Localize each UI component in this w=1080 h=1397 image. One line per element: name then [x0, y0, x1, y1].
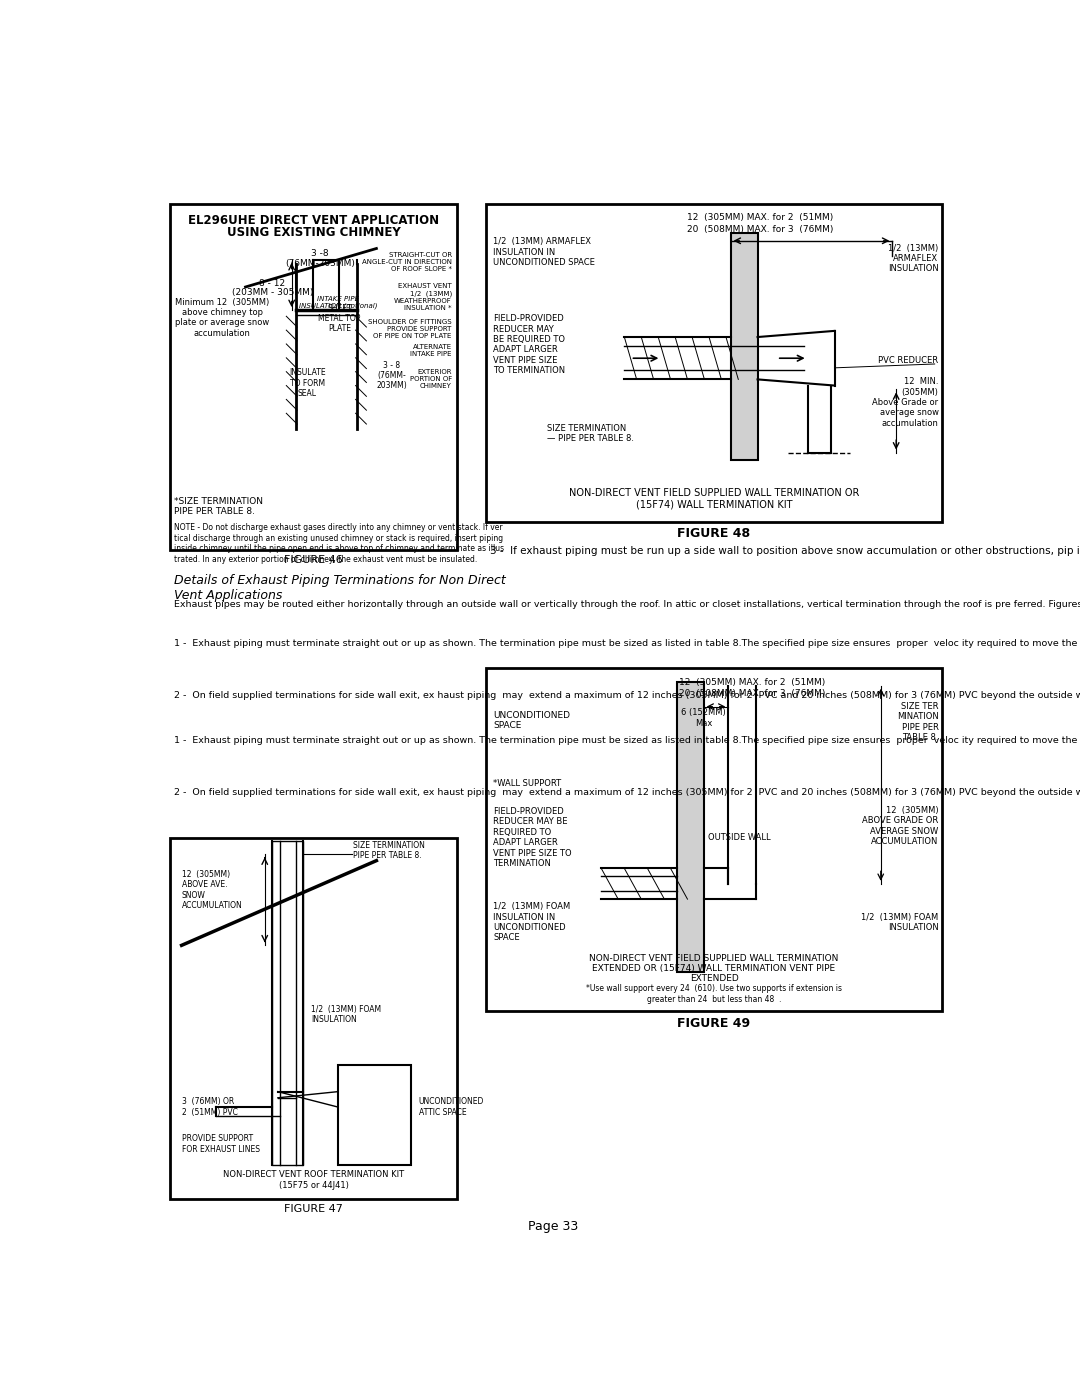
- Text: 1/2  (13MM)
ARMAFLEX
INSULATION: 1/2 (13MM) ARMAFLEX INSULATION: [888, 243, 939, 274]
- Text: INTAKE PIPE
INSULATION (optional): INTAKE PIPE INSULATION (optional): [299, 296, 377, 309]
- Text: EXTERIOR
PORTION OF
CHIMNEY: EXTERIOR PORTION OF CHIMNEY: [409, 369, 451, 390]
- Text: *Use wall support every 24  (610). Use two supports if extension is
greater than: *Use wall support every 24 (610). Use tw…: [586, 983, 842, 1003]
- Text: STRAIGHT-CUT OR
ANGLE-CUT IN DIRECTION
OF ROOF SLOPE *: STRAIGHT-CUT OR ANGLE-CUT IN DIRECTION O…: [362, 251, 451, 271]
- Text: 1/2  (13MM) ARMAFLEX
INSULATION IN
UNCONDITIONED SPACE: 1/2 (13MM) ARMAFLEX INSULATION IN UNCOND…: [494, 237, 595, 267]
- Bar: [486, 668, 943, 1011]
- Text: 1 -  Exhaust piping must terminate straight out or up as shown. The termination : 1 - Exhaust piping must terminate straig…: [174, 638, 1080, 648]
- Text: 3 - 8
(76MM-
203MM): 3 - 8 (76MM- 203MM): [377, 360, 407, 390]
- Text: SHOULDER OF FITTINGS
PROVIDE SUPPORT
OF PIPE ON TOP PLATE: SHOULDER OF FITTINGS PROVIDE SUPPORT OF …: [368, 320, 451, 339]
- Text: 12  (305MM) MAX. for 2  (51MM): 12 (305MM) MAX. for 2 (51MM): [687, 214, 834, 222]
- Text: NON-DIRECT VENT FIELD SUPPLIED WALL TERMINATION OR
(15F74) WALL TERMINATION KIT: NON-DIRECT VENT FIELD SUPPLIED WALL TERM…: [569, 488, 860, 510]
- Bar: [170, 204, 457, 550]
- Text: FIELD-PROVIDED
REDUCER MAY
BE REQUIRED TO
ADAPT LARGER
VENT PIPE SIZE
TO TERMINA: FIELD-PROVIDED REDUCER MAY BE REQUIRED T…: [494, 314, 566, 376]
- Text: OUTSIDE WALL: OUTSIDE WALL: [707, 833, 770, 842]
- Text: NOTE - Do not discharge exhaust gases directly into any chimney or vent stack. I: NOTE - Do not discharge exhaust gases di…: [174, 524, 504, 563]
- Text: 8 - 12: 8 - 12: [259, 278, 285, 288]
- Text: UNCONDITIONED
ATTIC SPACE: UNCONDITIONED ATTIC SPACE: [419, 1097, 484, 1116]
- Text: 12  (305MM) MAX. for 2  (51MM): 12 (305MM) MAX. for 2 (51MM): [679, 678, 826, 686]
- Text: UNCONDITIONED
SPACE: UNCONDITIONED SPACE: [494, 711, 570, 731]
- Text: ALTERNATE
INTAKE PIPE: ALTERNATE INTAKE PIPE: [410, 344, 451, 356]
- Text: FIELD-PROVIDED
REDUCER MAY BE
REQUIRED TO
ADAPT LARGER
VENT PIPE SIZE TO
TERMINA: FIELD-PROVIDED REDUCER MAY BE REQUIRED T…: [494, 807, 572, 868]
- Bar: [272, 841, 303, 1165]
- Text: USING EXISTING CHIMNEY: USING EXISTING CHIMNEY: [227, 226, 401, 239]
- Text: 3  (76MM) OR
2  (51MM) PVC: 3 (76MM) OR 2 (51MM) PVC: [181, 1097, 238, 1116]
- Text: Details of Exhaust Piping Terminations for Non Direct
Vent Applications: Details of Exhaust Piping Terminations f…: [174, 574, 505, 602]
- Text: *WALL SUPPORT: *WALL SUPPORT: [494, 780, 562, 788]
- Text: 12  MIN.
(305MM)
Above Grade or
average snow
accumulation: 12 MIN. (305MM) Above Grade or average s…: [873, 377, 939, 427]
- Text: *SIZE TERMINATION
PIPE PER TABLE 8.: *SIZE TERMINATION PIPE PER TABLE 8.: [174, 497, 262, 515]
- Text: 20  (508MM) MAX. for 3  (76MM): 20 (508MM) MAX. for 3 (76MM): [679, 689, 826, 698]
- Text: 2 -  On field supplied terminations for side wall exit, ex haust piping  may  ex: 2 - On field supplied terminations for s…: [174, 692, 1080, 700]
- Text: 3 -8: 3 -8: [311, 250, 329, 258]
- Text: 1 -  Exhaust piping must terminate straight out or up as shown. The termination : 1 - Exhaust piping must terminate straig…: [174, 736, 1080, 745]
- Bar: [730, 233, 757, 460]
- Text: 6 (152MM)
Max: 6 (152MM) Max: [681, 708, 726, 728]
- Text: (76MM-203MM): (76MM-203MM): [285, 258, 355, 268]
- Text: 20  (508MM) MAX. for 3  (76MM): 20 (508MM) MAX. for 3 (76MM): [687, 225, 834, 233]
- Text: Page 33: Page 33: [528, 1220, 579, 1234]
- Bar: [338, 1065, 411, 1165]
- Text: 2 -  On field supplied terminations for side wall exit, ex haust piping  may  ex: 2 - On field supplied terminations for s…: [174, 788, 1080, 798]
- Text: PVC REDUCER: PVC REDUCER: [878, 356, 939, 365]
- Text: FIGURE 48: FIGURE 48: [677, 527, 751, 539]
- Bar: [677, 682, 704, 972]
- Text: FIGURE 47: FIGURE 47: [284, 1204, 343, 1214]
- Text: NON-DIRECT VENT ROOF TERMINATION KIT
(15F75 or 44J41): NON-DIRECT VENT ROOF TERMINATION KIT (15…: [224, 1171, 404, 1190]
- Text: FIGURE 46: FIGURE 46: [284, 556, 343, 566]
- Text: 1/2  (13MM) FOAM
INSULATION: 1/2 (13MM) FOAM INSULATION: [311, 1004, 381, 1024]
- Text: PROVIDE SUPPORT
FOR EXHAUST LINES: PROVIDE SUPPORT FOR EXHAUST LINES: [181, 1134, 259, 1154]
- Text: EL296UHE DIRECT VENT APPLICATION: EL296UHE DIRECT VENT APPLICATION: [188, 214, 440, 226]
- Text: NON-DIRECT VENT FIELD SUPPLIED WALL TERMINATION
EXTENDED OR (15F74) WALL TERMINA: NON-DIRECT VENT FIELD SUPPLIED WALL TERM…: [590, 954, 839, 983]
- Text: Exhaust pipes may be routed either horizontally through an outside wall or verti: Exhaust pipes may be routed either horiz…: [174, 601, 1080, 609]
- Text: 12  (305MM)
ABOVE GRADE OR
AVERAGE SNOW
ACCUMULATION: 12 (305MM) ABOVE GRADE OR AVERAGE SNOW A…: [862, 806, 939, 847]
- Text: INSULATE
TO FORM
SEAL: INSULATE TO FORM SEAL: [288, 369, 325, 398]
- Text: 1/2  (13MM) FOAM
INSULATION IN
UNCONDITIONED
SPACE: 1/2 (13MM) FOAM INSULATION IN UNCONDITIO…: [494, 902, 570, 943]
- Text: Minimum 12  (305MM)
above chimney top
plate or average snow
accumulation: Minimum 12 (305MM) above chimney top pla…: [175, 298, 270, 338]
- Text: SIZE TERMINATION
PIPE PER TABLE 8.: SIZE TERMINATION PIPE PER TABLE 8.: [353, 841, 426, 861]
- Text: 3 -  If exhaust piping must be run up a side wall to position above snow accumul: 3 - If exhaust piping must be run up a s…: [489, 546, 1080, 556]
- Text: SIZE TER
MINATION
PIPE PER
TABLE 8.: SIZE TER MINATION PIPE PER TABLE 8.: [896, 701, 939, 742]
- Text: FIGURE 49: FIGURE 49: [677, 1017, 751, 1031]
- Text: 12  (305MM)
ABOVE AVE.
SNOW
ACCUMULATION: 12 (305MM) ABOVE AVE. SNOW ACCUMULATION: [181, 870, 242, 909]
- Bar: [486, 204, 943, 522]
- Text: (203MM - 305MM): (203MM - 305MM): [232, 288, 313, 298]
- Text: SHEET
METAL TOP
PLATE: SHEET METAL TOP PLATE: [319, 303, 361, 334]
- Bar: [170, 838, 457, 1200]
- Text: SIZE TERMINATION
— PIPE PER TABLE 8.: SIZE TERMINATION — PIPE PER TABLE 8.: [548, 423, 634, 443]
- Text: EXHAUST VENT
1/2  (13MM)
WEATHERPROOF
INSULATION *: EXHAUST VENT 1/2 (13MM) WEATHERPROOF INS…: [394, 284, 451, 310]
- Text: 1/2  (13MM) FOAM
INSULATION: 1/2 (13MM) FOAM INSULATION: [861, 912, 939, 932]
